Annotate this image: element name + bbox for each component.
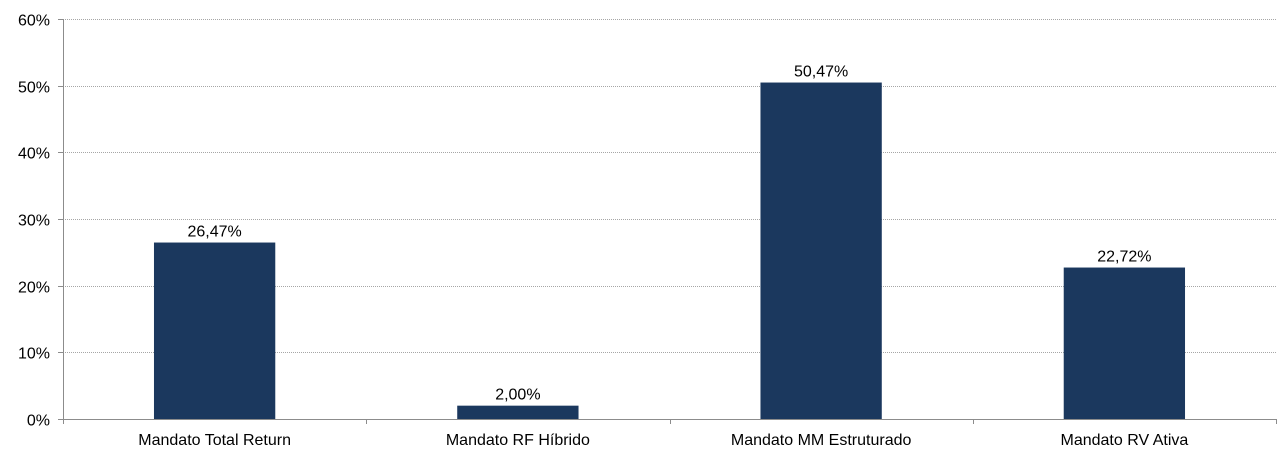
y-tick-label: 20%	[18, 280, 50, 297]
bar	[153, 242, 276, 419]
data-labels: 26,47% 2,00% 50,47% 22,72%	[187, 64, 1151, 404]
y-tick-label: 10%	[18, 346, 50, 363]
x-category-label: Mandato MM Estruturado	[731, 432, 912, 449]
y-axis-ticks: 0% 10% 20% 30% 40% 50% 60%	[18, 13, 63, 430]
x-category-label: Mandato RF Híbrido	[446, 432, 590, 449]
data-label: 22,72%	[1097, 249, 1151, 266]
bar	[457, 405, 579, 419]
x-category-label: Mandato Total Return	[138, 432, 291, 449]
y-tick-label: 0%	[27, 413, 50, 430]
y-tick-label: 40%	[18, 146, 50, 163]
y-tick-label: 30%	[18, 213, 50, 230]
bars	[153, 82, 1186, 420]
x-category-label: Mandato RV Ativa	[1060, 432, 1188, 449]
data-label: 50,47%	[794, 64, 848, 81]
y-tick-label: 50%	[18, 80, 50, 97]
data-label: 26,47%	[187, 224, 241, 241]
bar	[760, 82, 882, 420]
bar	[1063, 267, 1186, 419]
data-label: 2,00%	[495, 387, 540, 404]
y-tick-label: 60%	[18, 13, 50, 30]
x-axis: Mandato Total Return Mandato RF Híbrido Ma…	[63, 19, 1277, 449]
